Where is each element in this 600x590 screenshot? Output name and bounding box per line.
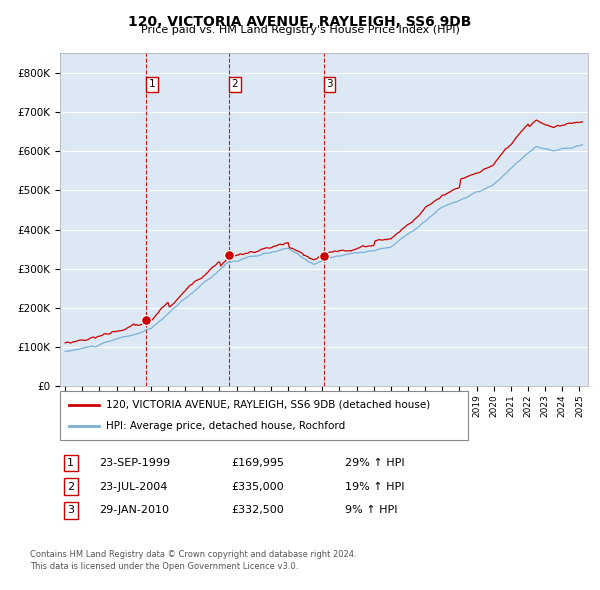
Text: 23-SEP-1999: 23-SEP-1999 — [99, 458, 170, 468]
Text: £169,995: £169,995 — [231, 458, 284, 468]
Text: 1: 1 — [149, 80, 155, 90]
Text: 2: 2 — [67, 482, 74, 491]
Text: 3: 3 — [326, 80, 333, 90]
Text: 120, VICTORIA AVENUE, RAYLEIGH, SS6 9DB: 120, VICTORIA AVENUE, RAYLEIGH, SS6 9DB — [128, 15, 472, 29]
Text: Contains HM Land Registry data © Crown copyright and database right 2024.: Contains HM Land Registry data © Crown c… — [30, 550, 356, 559]
Text: 23-JUL-2004: 23-JUL-2004 — [99, 482, 167, 491]
Text: £332,500: £332,500 — [231, 506, 284, 515]
Text: 3: 3 — [67, 506, 74, 515]
Text: 1: 1 — [67, 458, 74, 468]
Text: 29-JAN-2010: 29-JAN-2010 — [99, 506, 169, 515]
Text: HPI: Average price, detached house, Rochford: HPI: Average price, detached house, Roch… — [106, 421, 346, 431]
Text: 29% ↑ HPI: 29% ↑ HPI — [345, 458, 404, 468]
Text: 9% ↑ HPI: 9% ↑ HPI — [345, 506, 398, 515]
Text: 2: 2 — [232, 80, 238, 90]
Text: £335,000: £335,000 — [231, 482, 284, 491]
Text: 19% ↑ HPI: 19% ↑ HPI — [345, 482, 404, 491]
Text: Price paid vs. HM Land Registry's House Price Index (HPI): Price paid vs. HM Land Registry's House … — [140, 25, 460, 35]
Text: 120, VICTORIA AVENUE, RAYLEIGH, SS6 9DB (detached house): 120, VICTORIA AVENUE, RAYLEIGH, SS6 9DB … — [106, 399, 430, 409]
Text: This data is licensed under the Open Government Licence v3.0.: This data is licensed under the Open Gov… — [30, 562, 298, 571]
